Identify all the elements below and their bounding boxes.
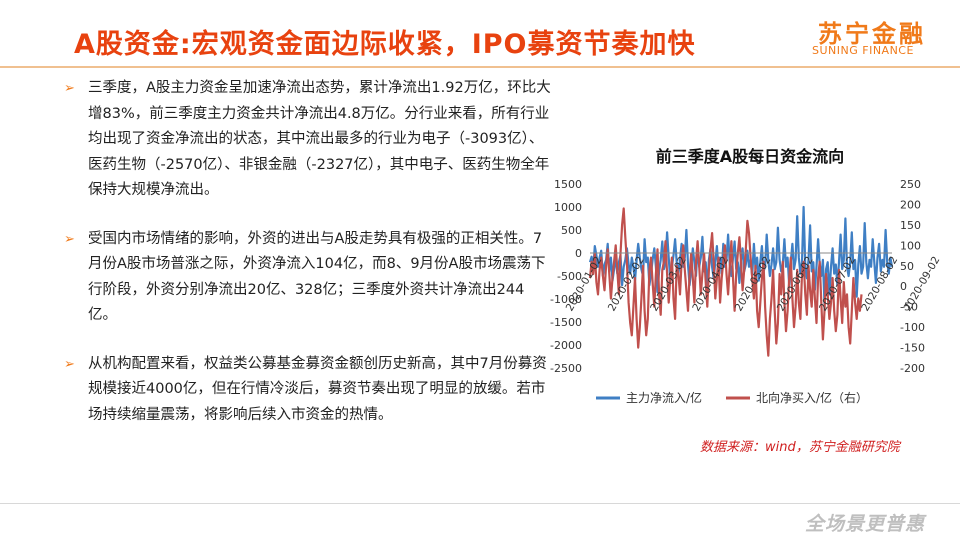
y2-tick-label: 100 (900, 239, 921, 252)
logo-text-en: SUNING FINANCE (812, 44, 914, 57)
y-tick-label: -500 (557, 270, 582, 283)
arrow-bullet-icon: ➢ (64, 231, 75, 247)
arrow-bullet-icon: ➢ (64, 81, 75, 96)
y2-tick-label: -150 (900, 342, 925, 355)
bullet-item: ➢ 三季度，A股主力资金呈加速净流出态势，累计净流出1.92万亿，环比大增83%… (62, 76, 552, 204)
y2-tick-label: -200 (900, 362, 925, 375)
y-tick-label: -1000 (550, 293, 582, 306)
y2-tick-label: 250 (900, 178, 921, 191)
bullet-text: 受国内市场情绪的影响，外资的进出与A股走势具有极强的正相关性。7月份A股市场普涨… (88, 230, 546, 324)
chart-title: 前三季度A股每日资金流向 (655, 147, 845, 166)
y2-tick-label: -50 (900, 301, 918, 314)
y-tick-label: -2500 (550, 362, 582, 375)
bullet-item: ➢ 从机构配置来看，权益类公募基金募资金额创历史新高，其中7月份募资规模接近40… (62, 352, 552, 429)
footer-divider (0, 503, 960, 504)
y-tick-label: 1000 (554, 201, 582, 214)
arrow-bullet-icon: ➢ (64, 356, 75, 372)
y2-tick-label: 0 (900, 280, 907, 293)
y2-tick-label: 50 (900, 260, 914, 273)
y-tick-label: -1500 (550, 316, 582, 329)
bullet-item: ➢ 受国内市场情绪的影响，外资的进出与A股走势具有极强的正相关性。7月份A股市场… (62, 227, 552, 329)
page-title: A股资金:宏观资金面边际收紧，IPO募资节奏加快 (74, 29, 696, 60)
bullet-list: ➢ 三季度，A股主力资金呈加速净流出态势，累计净流出1.92万亿，环比大增83%… (62, 76, 552, 451)
fund-flow-chart: 150010005000-500-1000-1500-2000-25002502… (550, 178, 940, 405)
y-tick-label: 1500 (554, 178, 582, 191)
bullet-text: 三季度，A股主力资金呈加速净流出态势，累计净流出1.92万亿，环比大增83%，前… (88, 80, 551, 198)
y-tick-label: 500 (561, 224, 582, 237)
y-tick-label: 0 (575, 247, 582, 260)
y-tick-label: -2000 (550, 339, 582, 352)
legend-label: 主力净流入/亿 (626, 390, 702, 405)
header-divider (0, 66, 960, 68)
legend-label: 北向净买入/亿（右） (756, 390, 868, 405)
series-line (588, 207, 863, 357)
y2-tick-label: -100 (900, 321, 925, 334)
y2-tick-label: 150 (900, 219, 921, 232)
bullet-text: 从机构配置来看，权益类公募基金募资金额创历史新高，其中7月份募资规模接近4000… (88, 355, 547, 423)
y2-tick-label: 200 (900, 198, 921, 211)
data-source-note: 数据来源：wind，苏宁金融研究院 (700, 440, 900, 455)
logo-text-cn: 苏宁金融 (818, 20, 926, 48)
footer-slogan: 全场景更普惠 (805, 513, 926, 535)
